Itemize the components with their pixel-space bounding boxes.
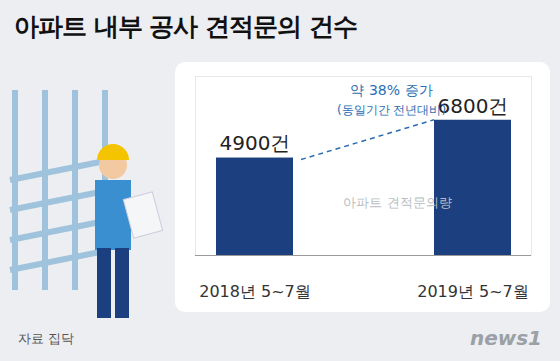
- html-text:자료 집닥: 자료 집닥: [18, 331, 75, 346]
- html-text:아파트 내부 공사 견적문의 건수: 아파트 내부 공사 견적문의 건수: [14, 12, 357, 41]
- svg-text:2019년 5~7월: 2019년 5~7월: [417, 282, 529, 301]
- html-text:news1: news1: [469, 326, 542, 350]
- svg-text:6800건: 6800건: [438, 94, 509, 118]
- svg-text:약 38% 증가: 약 38% 증가: [350, 82, 432, 98]
- svg-text:4900건: 4900건: [220, 131, 291, 155]
- svg-text:2018년 5~7월: 2018년 5~7월: [199, 282, 311, 301]
- svg-text:(동일기간 전년대비): (동일기간 전년대비): [337, 103, 446, 117]
- svg-text:아파트 견적문의량: 아파트 견적문의량: [343, 195, 451, 210]
